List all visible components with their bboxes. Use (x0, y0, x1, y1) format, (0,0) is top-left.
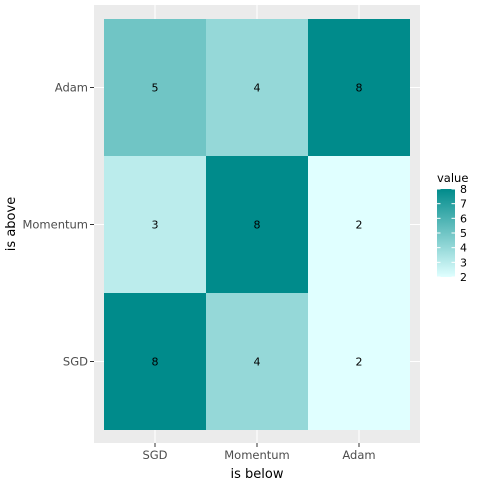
legend-colorbar (437, 189, 455, 277)
cell-value-label: 8 (254, 219, 261, 232)
y-tick-label: Adam (55, 81, 88, 95)
heatmap-cell (206, 19, 308, 156)
cell-value-label: 2 (356, 356, 363, 369)
heatmap-cell (206, 293, 308, 430)
x-tick-label: Momentum (224, 448, 290, 462)
x-tick-label: SGD (142, 448, 167, 462)
legend-tick-label: 3 (460, 256, 467, 269)
heatmap-cell (104, 293, 206, 430)
cell-value-label: 4 (254, 82, 261, 95)
heatmap-cell (308, 293, 410, 430)
legend-ticks: 2 34 5 67 8 (437, 183, 467, 284)
y-tick-label: Momentum (22, 218, 88, 232)
legend-tick-label: 2 (460, 271, 467, 284)
heatmap-cell (104, 156, 206, 293)
cell-value-label: 3 (152, 219, 159, 232)
x-axis-ticks: SGD Momentum Adam (142, 443, 376, 462)
cell-value-label: 8 (152, 356, 159, 369)
heatmap-cells (104, 19, 410, 430)
cell-value-label: 4 (254, 356, 261, 369)
x-axis-title: is below (231, 467, 284, 480)
legend-tick-label: 4 (460, 242, 467, 255)
heatmap-cell (308, 19, 410, 156)
heatmap-cell (308, 156, 410, 293)
legend-tick-label: 5 (460, 227, 467, 240)
cell-labels: 5 4 8 3 8 2 8 4 2 (152, 82, 363, 369)
legend-tick-label: 6 (460, 212, 467, 225)
heatmap-cell (104, 19, 206, 156)
legend-tick-label: 7 (460, 198, 467, 211)
heatmap-cell (206, 156, 308, 293)
y-tick-label: SGD (63, 355, 88, 369)
cell-value-label: 5 (152, 82, 159, 95)
legend-tick-label: 8 (460, 183, 467, 196)
legend-title: value (437, 171, 468, 185)
cell-value-label: 2 (356, 219, 363, 232)
cell-value-label: 8 (356, 82, 363, 95)
x-tick-label: Adam (342, 448, 375, 462)
color-legend: value 2 34 5 67 8 (437, 171, 468, 284)
y-axis-title: is above (4, 197, 19, 251)
y-axis-ticks: SGD Momentum Adam (22, 81, 94, 369)
